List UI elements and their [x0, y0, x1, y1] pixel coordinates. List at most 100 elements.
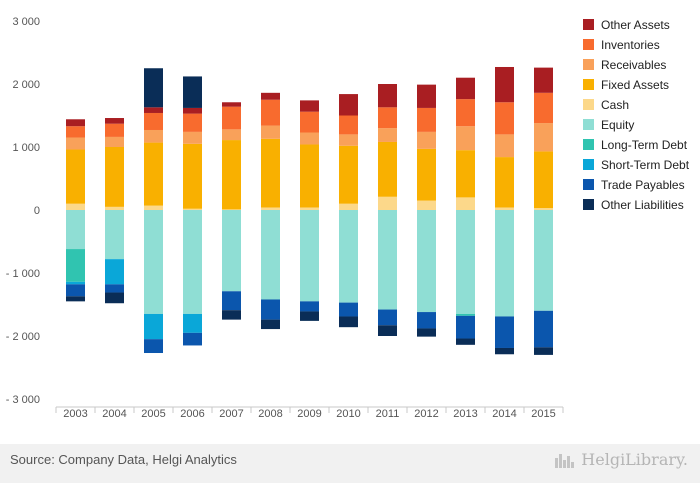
bar-segment: [378, 141, 397, 197]
bar-segment: [66, 281, 85, 285]
bar-segment: [339, 134, 358, 146]
library-icon: [555, 452, 577, 468]
y-tick-label: 3 000: [12, 16, 40, 28]
source-note: Source: Company Data, Helgi Analytics: [10, 452, 237, 467]
bar-segment: [300, 111, 319, 133]
brand-logo: HelgiLibrary.: [555, 450, 688, 469]
bar-segment: [144, 313, 163, 340]
bar-segment: [456, 338, 475, 345]
bar-segment: [261, 99, 280, 126]
bar-segment: [144, 210, 163, 314]
bar-segment: [417, 328, 436, 337]
x-tick-label: 2014: [492, 408, 516, 420]
bar-segment: [261, 138, 280, 208]
bar-segment: [456, 197, 475, 210]
legend-label: Long-Term Debt: [601, 138, 688, 152]
bar-segment: [378, 196, 397, 210]
bar-segment: [183, 313, 202, 333]
bar-segment: [417, 107, 436, 132]
bar-segment: [456, 210, 475, 314]
bar-segment: [456, 315, 475, 339]
bar-segment: [417, 84, 436, 108]
bar-segment: [66, 284, 85, 297]
bar-segment: [261, 210, 280, 300]
bar-segment: [144, 129, 163, 143]
brand-name: HelgiLibrary.: [581, 450, 688, 469]
bar-segment: [222, 210, 241, 292]
bar-segment: [456, 150, 475, 198]
bar-segment: [105, 292, 124, 304]
bar-segment: [378, 210, 397, 310]
bar-segment: [66, 203, 85, 210]
bar-segment: [378, 325, 397, 336]
legend-swatch: [583, 59, 594, 70]
bar-segment: [222, 209, 241, 210]
bar-segment: [261, 125, 280, 139]
x-tick-label: 2011: [376, 408, 400, 420]
bar-segment: [417, 148, 436, 201]
legend-label: Equity: [601, 118, 634, 132]
x-tick-label: 2007: [219, 408, 243, 420]
bar-segment: [183, 76, 202, 108]
legend-label: Fixed Assets: [601, 78, 669, 92]
footer: Source: Company Data, Helgi Analytics He…: [0, 444, 700, 483]
bar-segment: [261, 299, 280, 320]
bar-segment: [417, 210, 436, 313]
bar-segment: [534, 92, 553, 124]
bar-segment: [495, 102, 514, 135]
y-tick-label: - 1 000: [6, 268, 40, 280]
bar-segment: [222, 310, 241, 320]
bar-segment: [183, 210, 202, 314]
x-tick-label: 2004: [102, 408, 126, 420]
bar-segment: [417, 200, 436, 210]
x-tick-label: 2006: [180, 408, 204, 420]
bar-segment: [144, 112, 163, 130]
bar-segment: [378, 309, 397, 326]
bar-segment: [300, 207, 319, 210]
bar-segment: [222, 129, 241, 141]
bar-segment: [456, 77, 475, 100]
x-tick-label: 2015: [531, 408, 555, 420]
legend-swatch: [583, 139, 594, 150]
y-tick-label: - 3 000: [6, 394, 40, 406]
bar-segment: [144, 68, 163, 108]
bar-segment: [144, 339, 163, 354]
bar-segment: [183, 143, 202, 209]
bars: [66, 66, 553, 355]
bar-segment: [339, 302, 358, 317]
legend-swatch: [583, 179, 594, 190]
bar-segment: [495, 134, 514, 158]
bar-segment: [300, 132, 319, 145]
bar-segment: [339, 316, 358, 328]
bar-segment: [300, 144, 319, 208]
bar-segment: [534, 123, 553, 152]
bar-segment: [495, 210, 514, 317]
bar-segment: [300, 301, 319, 312]
bar-segment: [183, 131, 202, 144]
bar-segment: [66, 249, 85, 282]
bar-segment: [105, 118, 124, 124]
bar-segment: [222, 291, 241, 311]
legend-swatch: [583, 39, 594, 50]
legend-label: Short-Term Debt: [601, 158, 690, 172]
legend-swatch: [583, 19, 594, 30]
x-axis: 2003 2004 2005 2006 2007 2008 2009 2010 2011 2012…: [55, 406, 564, 420]
bar-segment: [144, 107, 163, 113]
bar-segment: [105, 147, 124, 207]
x-tick-label: 2005: [141, 408, 165, 420]
legend-label: Inventories: [601, 38, 660, 52]
bar-segment: [183, 107, 202, 114]
bar-segment: [534, 310, 553, 348]
legend-label: Other Assets: [601, 18, 670, 32]
bar-segment: [261, 319, 280, 330]
bar-segment: [222, 140, 241, 210]
bar-segment: [105, 259, 124, 285]
x-tick-label: 2012: [414, 408, 438, 420]
bar-segment: [534, 151, 553, 209]
bar-segment: [183, 208, 202, 210]
bar-segment: [378, 128, 397, 142]
bar-segment: [378, 107, 397, 129]
bar-segment: [534, 208, 553, 210]
bar-segment: [222, 102, 241, 107]
x-tick-label: 2009: [297, 408, 321, 420]
